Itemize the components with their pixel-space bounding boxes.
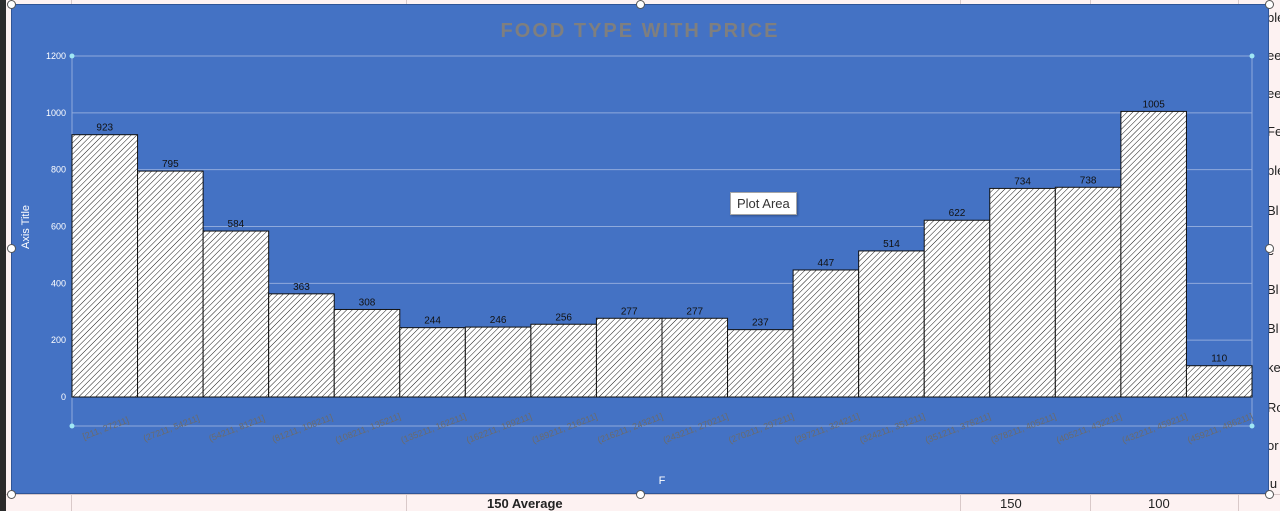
y-tick-label: 1000 bbox=[46, 108, 66, 118]
cell-fragment[interactable]: Fe bbox=[1267, 124, 1280, 139]
bar-data-label[interactable]: 1005 bbox=[1143, 99, 1166, 110]
histogram-bar[interactable] bbox=[333, 308, 401, 398]
histogram-bar[interactable] bbox=[268, 293, 335, 398]
chart-title[interactable]: FOOD TYPE WITH PRICE bbox=[501, 20, 780, 42]
average-label-cell[interactable]: 150 Average bbox=[487, 496, 563, 511]
bar-data-label[interactable]: 256 bbox=[555, 312, 572, 323]
x-tick-label: (378211, 405211] bbox=[989, 411, 1057, 445]
cell-fragment[interactable]: ble bbox=[1267, 10, 1280, 25]
histogram-bar[interactable] bbox=[858, 250, 925, 398]
histogram-bar[interactable] bbox=[923, 219, 991, 398]
y-tick-label: 600 bbox=[51, 222, 66, 232]
histogram-bar[interactable] bbox=[792, 269, 860, 398]
cell-fragment[interactable]: ble bbox=[1267, 163, 1280, 178]
bar-data-label[interactable]: 734 bbox=[1014, 176, 1031, 187]
y-tick-label: 800 bbox=[51, 165, 66, 175]
x-tick-label: (459211, 486211] bbox=[1186, 411, 1254, 445]
histogram-bar[interactable] bbox=[1185, 365, 1253, 398]
x-tick-label: (324211, 351211] bbox=[858, 411, 926, 445]
histogram-bar[interactable] bbox=[399, 327, 466, 398]
y-tick-label: 400 bbox=[51, 278, 66, 288]
cell-fragment[interactable]: or bbox=[1267, 438, 1279, 453]
x-tick-label: (54211, 81211] bbox=[207, 413, 266, 444]
x-tick-label: (189211, 216211] bbox=[530, 411, 598, 445]
plot-area-handle[interactable] bbox=[1249, 423, 1255, 429]
y-tick-label: 200 bbox=[51, 335, 66, 345]
histogram-bar[interactable] bbox=[1120, 110, 1187, 398]
bar-data-label[interactable]: 447 bbox=[818, 258, 835, 269]
histogram-bar[interactable] bbox=[661, 317, 729, 398]
bar-data-label[interactable]: 514 bbox=[883, 239, 900, 250]
histogram-bar[interactable] bbox=[464, 326, 532, 398]
plot-area-tooltip: Plot Area bbox=[730, 192, 797, 215]
resize-handle-bottom[interactable] bbox=[636, 490, 645, 499]
histogram-bar[interactable] bbox=[202, 230, 270, 398]
cell-fragment[interactable]: Bl bbox=[1267, 321, 1279, 336]
histogram-bar[interactable] bbox=[595, 317, 663, 398]
bar-data-label[interactable]: 246 bbox=[490, 315, 507, 326]
x-tick-label: (162211, 189211] bbox=[465, 411, 533, 445]
x-tick-label: (135211, 162211] bbox=[399, 411, 467, 445]
x-tick-label: (243211, 270211] bbox=[662, 411, 730, 445]
histogram-chart[interactable]: FOOD TYPE WITH PRICE Axis Title F 0 200 40… bbox=[12, 5, 1268, 493]
histogram-bar[interactable] bbox=[71, 134, 139, 398]
cell-fragment[interactable]: Bl bbox=[1267, 282, 1279, 297]
bar-data-label[interactable]: 795 bbox=[162, 159, 179, 170]
histogram-bar[interactable] bbox=[989, 187, 1056, 398]
y-tick-label: 0 bbox=[61, 392, 66, 402]
x-tick-label: (432211, 459211] bbox=[1120, 411, 1188, 445]
x-tick-label: (216211, 243211] bbox=[596, 411, 664, 445]
bar-data-label[interactable]: 584 bbox=[228, 219, 245, 230]
x-tick-label: (81211, 108211] bbox=[271, 412, 335, 444]
resize-handle-top[interactable] bbox=[636, 0, 645, 9]
histogram-bar[interactable] bbox=[1054, 186, 1122, 398]
bottom-cell-row: 150 Average 150 100 bbox=[0, 494, 1280, 511]
x-tick-label: (27211, 54211] bbox=[142, 413, 201, 444]
cell-fragment[interactable]: Bl bbox=[1267, 203, 1279, 218]
resize-handle-right[interactable] bbox=[1265, 244, 1274, 253]
value-cell-100[interactable]: 100 bbox=[1148, 496, 1170, 511]
resize-handle-top-right[interactable] bbox=[1265, 0, 1274, 9]
x-tick-label: (297211, 324211] bbox=[793, 411, 861, 445]
histogram-bar[interactable] bbox=[530, 323, 597, 398]
bar-data-label[interactable]: 277 bbox=[621, 306, 638, 317]
bar-data-label[interactable]: 738 bbox=[1080, 175, 1097, 186]
bar-data-label[interactable]: 277 bbox=[686, 306, 703, 317]
chart-area[interactable]: FOOD TYPE WITH PRICE Axis Title F 0 200 40… bbox=[11, 4, 1269, 494]
sheet-left-edge bbox=[0, 0, 6, 511]
cell-fragment[interactable]: Ro bbox=[1267, 400, 1280, 415]
x-axis-title[interactable]: F bbox=[659, 475, 666, 487]
resize-handle-bottom-right[interactable] bbox=[1265, 490, 1274, 499]
bar-data-label[interactable]: 622 bbox=[949, 208, 966, 219]
plot-area-handle[interactable] bbox=[69, 53, 75, 59]
resize-handle-top-left[interactable] bbox=[7, 0, 16, 9]
bar-data-label[interactable]: 363 bbox=[293, 282, 310, 293]
plot-area[interactable]: 0 200 400 600 800 1000 1200 923 [211, 27211] 795 (… bbox=[46, 51, 1255, 445]
x-tick-label: (270211, 297211] bbox=[727, 411, 795, 445]
x-tick-label: (351211, 378211] bbox=[924, 411, 992, 445]
cell-fragment[interactable]: ee bbox=[1267, 86, 1280, 101]
cell-fragment[interactable]: ke bbox=[1267, 360, 1280, 375]
histogram-bar[interactable] bbox=[727, 329, 794, 398]
plot-area-handle[interactable] bbox=[69, 423, 75, 429]
value-cell-150[interactable]: 150 bbox=[1000, 496, 1022, 511]
cell-fragment[interactable]: ee bbox=[1267, 48, 1280, 63]
bar-data-label[interactable]: 244 bbox=[424, 316, 441, 327]
bar-data-label[interactable]: 110 bbox=[1211, 354, 1227, 365]
y-axis-title[interactable]: Axis Title bbox=[20, 205, 32, 249]
bar-data-label[interactable]: 923 bbox=[96, 123, 113, 134]
x-tick-label: [211, 27211] bbox=[81, 415, 130, 442]
x-tick-label: (108211, 135211] bbox=[334, 411, 402, 445]
x-tick-label: (405211, 432211] bbox=[1055, 411, 1123, 445]
resize-handle-bottom-left[interactable] bbox=[7, 490, 16, 499]
bar-data-label[interactable]: 237 bbox=[752, 318, 769, 329]
y-tick-label: 1200 bbox=[46, 51, 66, 61]
histogram-bar[interactable] bbox=[137, 170, 204, 398]
bar-data-label[interactable]: 308 bbox=[359, 297, 376, 308]
plot-area-handle[interactable] bbox=[1249, 53, 1255, 59]
resize-handle-left[interactable] bbox=[7, 244, 16, 253]
cell-fragment[interactable]: lu bbox=[1267, 476, 1278, 491]
